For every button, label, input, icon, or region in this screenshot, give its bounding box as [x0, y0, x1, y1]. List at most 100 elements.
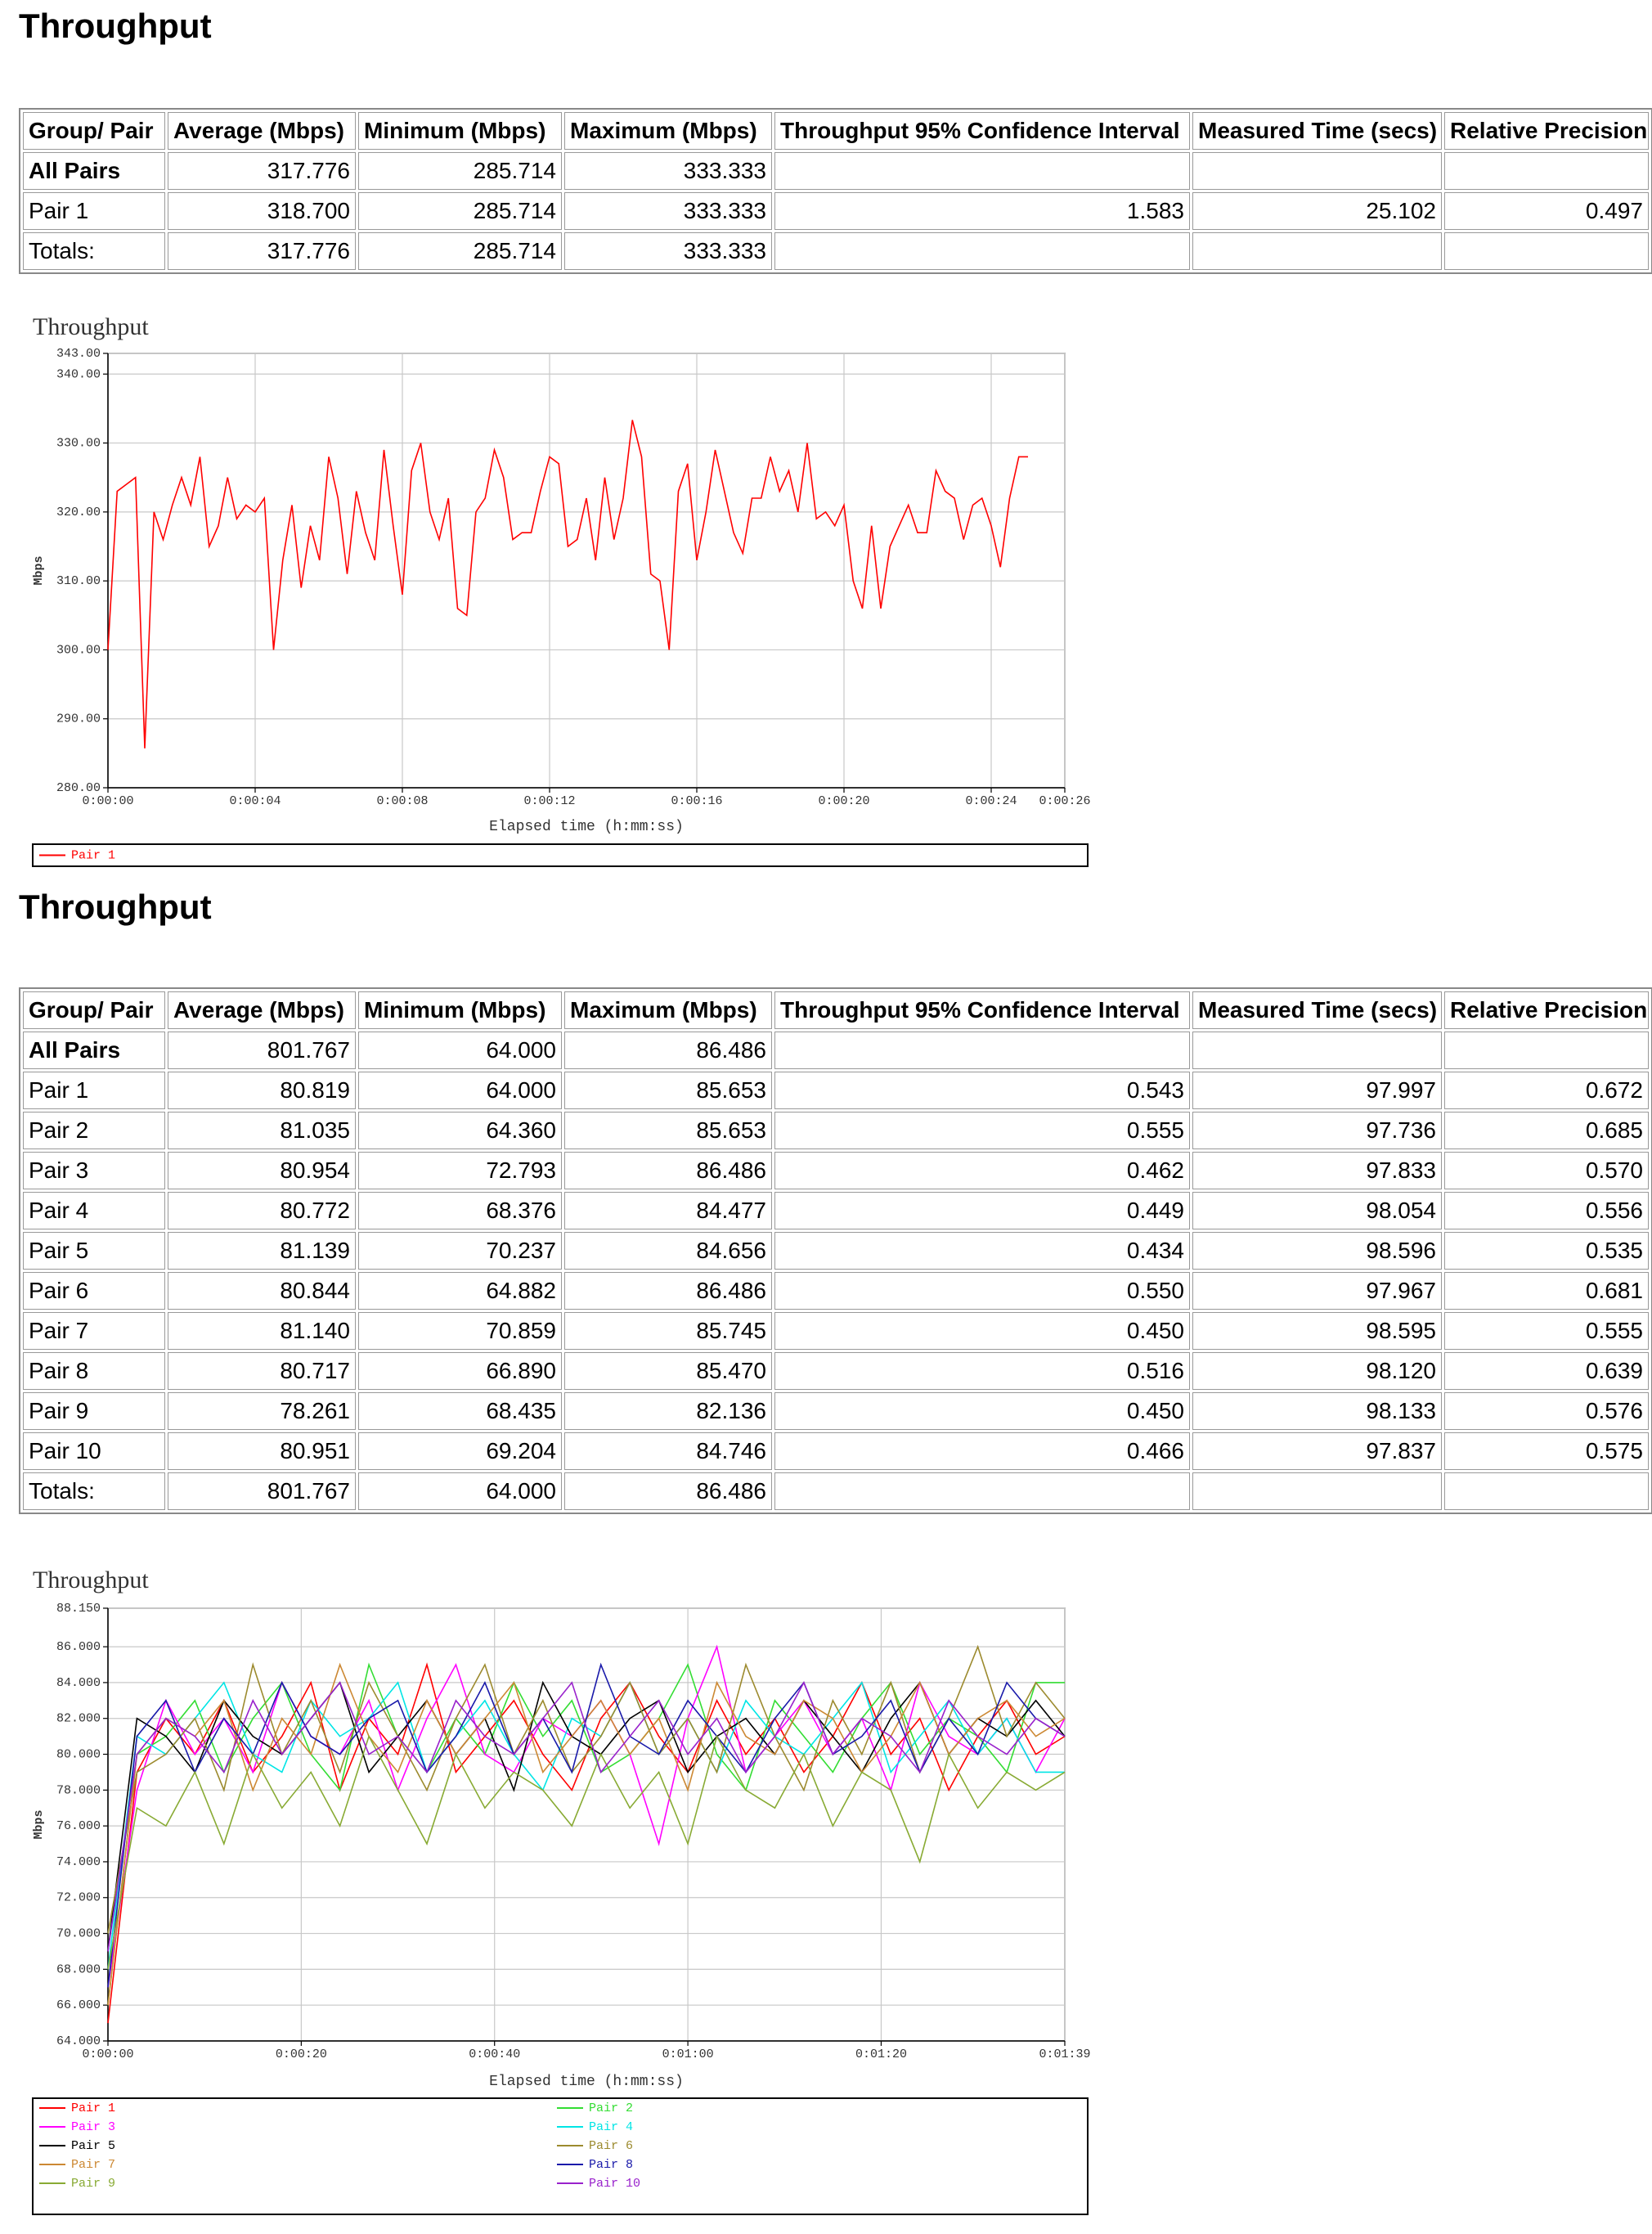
- legend-box: [32, 2097, 1089, 2215]
- table-cell: 0.555: [774, 1112, 1190, 1149]
- legend-label: Pair 3: [71, 2120, 115, 2134]
- x-tick-label: 0:00:24: [965, 794, 1017, 808]
- table-cell: 80.717: [168, 1352, 356, 1390]
- table-cell: 85.653: [564, 1072, 772, 1109]
- table-cell: 333.333: [564, 232, 772, 270]
- empty-cell: [774, 152, 1190, 190]
- header-cell: Relative Precision: [1444, 112, 1649, 150]
- x-tick-label: 0:00:20: [818, 794, 869, 808]
- table-cell: 64.000: [358, 1032, 562, 1069]
- chart: Throughput 64.000 66.000 68.000 70.000 72.000…: [32, 1566, 1091, 2215]
- y-tick-label: 310.00: [56, 574, 101, 588]
- header-row: Group/ Pair Average (Mbps) Minimum (Mbps) M…: [23, 112, 1649, 150]
- table-cell: 80.844: [168, 1272, 356, 1310]
- table-cell: 97.837: [1192, 1432, 1442, 1470]
- x-tick-label: 0:00:08: [376, 794, 428, 808]
- table-cell: 0.555: [1444, 1312, 1649, 1350]
- table-cell: 285.714: [358, 192, 562, 230]
- table-cell: 0.639: [1444, 1352, 1649, 1390]
- y-tick-label: 280.00: [56, 781, 101, 795]
- table-cell: 81.140: [168, 1312, 356, 1350]
- legend-label: Pair 4: [589, 2120, 633, 2134]
- table-cell: All Pairs: [23, 1032, 165, 1069]
- table-cell: 317.776: [168, 232, 356, 270]
- table-cell: 0.535: [1444, 1232, 1649, 1270]
- series-line: [107, 420, 1028, 748]
- y-tick-label: 72.000: [56, 1891, 101, 1905]
- legend-label: Pair 2: [589, 2101, 633, 2115]
- table-cell: 85.470: [564, 1352, 772, 1390]
- header-cell: Measured Time (secs): [1192, 991, 1442, 1029]
- table-cell: 285.714: [358, 152, 562, 190]
- header-cell: Group/ Pair: [23, 112, 165, 150]
- table-cell: Pair 7: [23, 1312, 165, 1350]
- legend-label: Pair 1: [71, 848, 115, 862]
- series-line: [107, 1681, 1066, 1952]
- empty-cell: [1444, 1032, 1649, 1069]
- table-cell: 97.967: [1192, 1272, 1442, 1310]
- table-cell: 97.833: [1192, 1152, 1442, 1189]
- empty-cell: [774, 1472, 1190, 1510]
- table-cell: 81.139: [168, 1232, 356, 1270]
- table-body: Group/ Pair Average (Mbps) Minimum (Mbps) M…: [23, 112, 1649, 270]
- x-tick-label: 0:00:26: [1039, 794, 1090, 808]
- legend-label: Pair 7: [71, 2158, 115, 2172]
- table-cell: Pair 1: [23, 1072, 165, 1109]
- table-cell: 0.543: [774, 1072, 1190, 1109]
- y-tick-label: 88.150: [56, 1602, 101, 1616]
- empty-cell: [1444, 232, 1649, 270]
- table-cell: Totals:: [23, 1472, 165, 1510]
- table-row: Pair 7 81.140 70.859 85.745 0.450 98.595 0.555: [23, 1312, 1649, 1350]
- table-cell: 72.793: [358, 1152, 562, 1189]
- table-row: Totals: 317.776 285.714 333.333: [23, 232, 1649, 270]
- series-line: [107, 1734, 1066, 1970]
- series-line: [107, 1680, 1066, 1952]
- table-cell: Pair 3: [23, 1152, 165, 1189]
- table-cell: 68.435: [358, 1392, 562, 1430]
- y-tick-label: 86.000: [56, 1640, 101, 1654]
- table-cell: 0.450: [774, 1312, 1190, 1350]
- table-cell: 98.596: [1192, 1232, 1442, 1270]
- section-title: Throughput: [19, 888, 212, 926]
- table-cell: 801.767: [168, 1472, 356, 1510]
- header-cell: Average (Mbps): [168, 112, 356, 150]
- empty-cell: [1192, 1032, 1442, 1069]
- table-cell: 1.583: [774, 192, 1190, 230]
- y-tick-label: 320.00: [56, 506, 101, 519]
- plot-area: [107, 353, 1066, 789]
- table-cell: Pair 6: [23, 1272, 165, 1310]
- table-row: Pair 9 78.261 68.435 82.136 0.450 98.133 0.576: [23, 1392, 1649, 1430]
- y-tick-label: 300.00: [56, 643, 101, 657]
- stats-table: Group/ Pair Average (Mbps) Minimum (Mbps) M…: [19, 987, 1652, 1514]
- table-cell: 85.653: [564, 1112, 772, 1149]
- empty-cell: [774, 1032, 1190, 1069]
- table-cell: 0.449: [774, 1192, 1190, 1229]
- x-tick-label: 0:00:00: [82, 794, 133, 808]
- table-cell: 98.120: [1192, 1352, 1442, 1390]
- legend-label: Pair 5: [71, 2139, 115, 2153]
- table-cell: 285.714: [358, 232, 562, 270]
- series-line: [107, 1644, 1066, 1934]
- y-tick-label: 330.00: [56, 437, 101, 451]
- table-cell: Pair 9: [23, 1392, 165, 1430]
- x-tick-label: 0:00:40: [469, 2047, 520, 2061]
- empty-cell: [1192, 1472, 1442, 1510]
- table-row: Totals: 801.767 64.000 86.486: [23, 1472, 1649, 1510]
- y-tick-label: 80.000: [56, 1747, 101, 1761]
- table-cell: 333.333: [564, 192, 772, 230]
- y-axis-label: Mbps: [32, 555, 46, 585]
- x-tick-label: 0:00:00: [82, 2047, 133, 2061]
- table-cell: 97.736: [1192, 1112, 1442, 1149]
- table-row: All Pairs 801.767 64.000 86.486: [23, 1032, 1649, 1069]
- table-cell: 64.882: [358, 1272, 562, 1310]
- series-line: [107, 1662, 1066, 1988]
- header-cell: Throughput 95% Confidence Interval: [774, 991, 1190, 1029]
- table-cell: 86.486: [564, 1272, 772, 1310]
- table-cell: 84.746: [564, 1432, 772, 1470]
- chart: Throughput 280.00 290.00 300.00 310.00 320.00…: [32, 313, 1091, 867]
- header-cell: Minimum (Mbps): [358, 991, 562, 1029]
- table-cell: 0.450: [774, 1392, 1190, 1430]
- table-cell: 0.672: [1444, 1072, 1649, 1109]
- y-tick-label: 76.000: [56, 1819, 101, 1833]
